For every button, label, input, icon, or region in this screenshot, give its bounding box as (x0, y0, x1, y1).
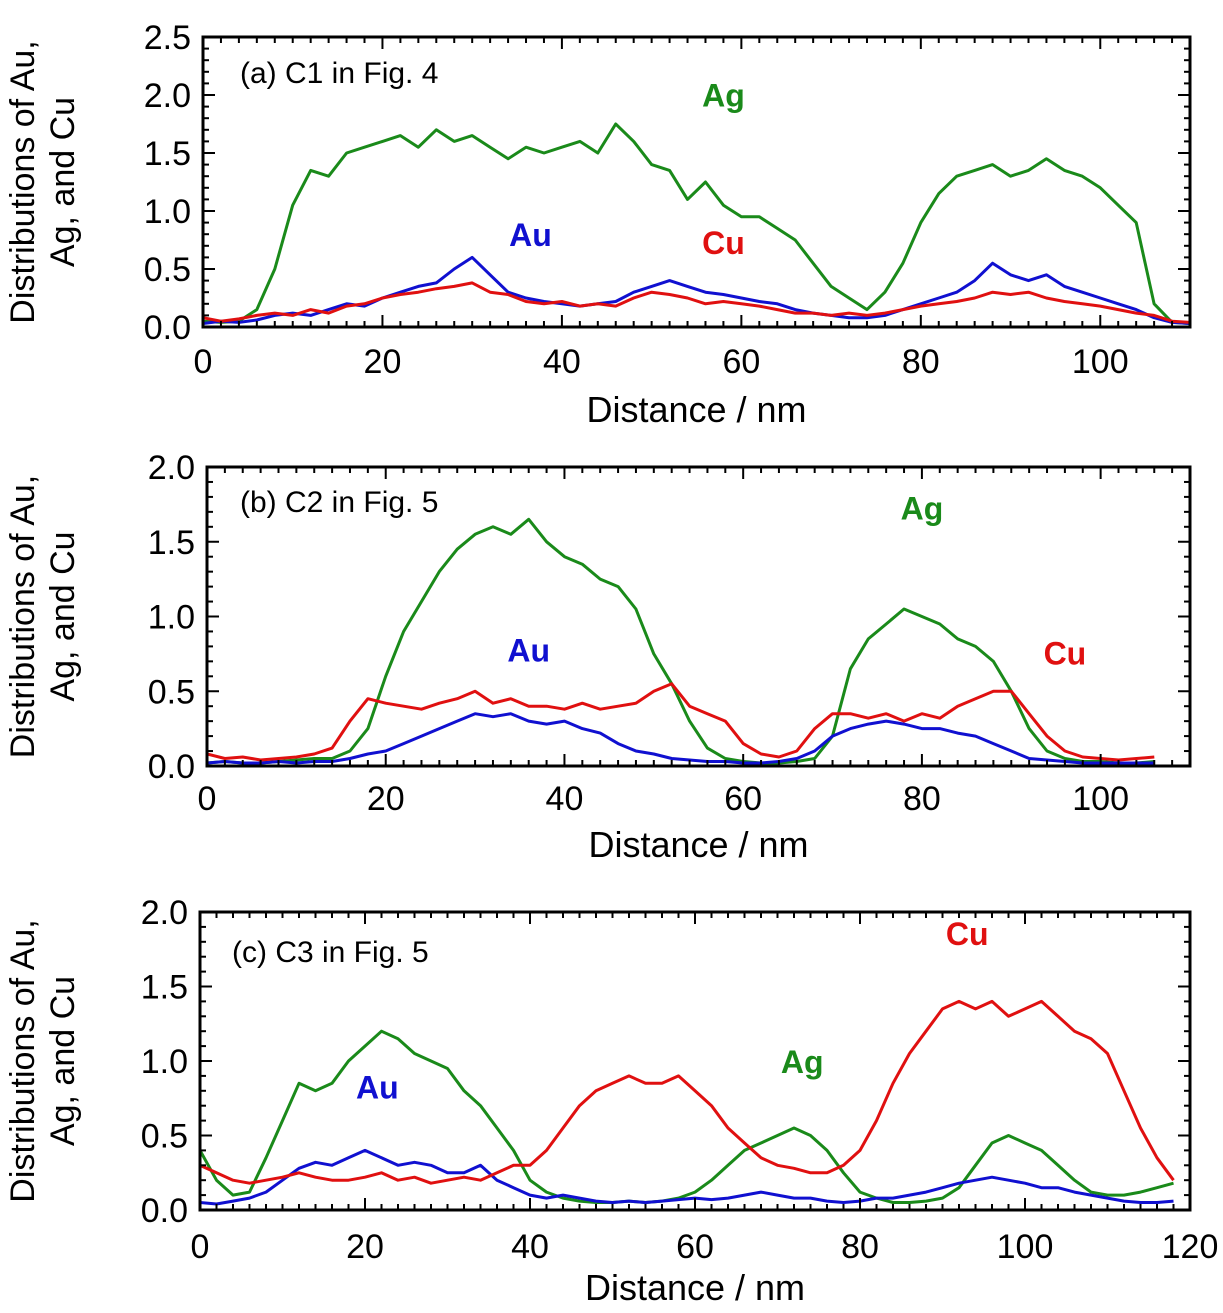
x-tick-label: 80 (903, 780, 941, 818)
series-label-au: Au (507, 632, 550, 668)
x-tick-label: 0 (194, 343, 213, 381)
y-tick-label: 2.0 (144, 77, 191, 115)
y-tick-label: 2.0 (141, 894, 188, 932)
x-tick-label: 20 (346, 1228, 384, 1266)
x-tick-label: 80 (902, 343, 940, 381)
series-label-ag: Ag (702, 78, 745, 114)
x-tick-label: 0 (191, 1228, 210, 1266)
series-line-au (200, 1148, 1174, 1206)
y-tick-label: 1.5 (148, 524, 195, 562)
x-tick-label: 40 (511, 1228, 549, 1266)
x-tick-label: 40 (543, 343, 581, 381)
x-tick-label: 100 (1072, 780, 1129, 818)
chart-panel-1: 0 20 40 60 80 100 0.0 0.5 1.0 1.5 2.0 2.5 Distance /… (4, 19, 1192, 430)
series-line-ag (200, 1029, 1174, 1204)
x-axis-label: Distance / nm (586, 389, 806, 430)
series-line-cu (207, 682, 1155, 762)
panel-label: (c) C3 in Fig. 5 (232, 936, 429, 969)
y-tick-label: 0.5 (141, 1118, 188, 1156)
chart-panel-2: 0 20 40 60 80 100 0.0 0.5 1.0 1.5 2.0 Distance / nm… (4, 449, 1192, 865)
series-line-ag (203, 122, 1190, 325)
x-tick-label: 60 (724, 780, 762, 818)
series-label-cu: Cu (1044, 635, 1087, 671)
series-label-cu: Cu (946, 916, 989, 952)
series-label-ag: Ag (781, 1044, 824, 1080)
x-axis-label: Distance / nm (585, 1267, 805, 1308)
series-line-au (203, 255, 1190, 325)
y-tick-label: 1.0 (141, 1043, 188, 1081)
x-tick-label: 40 (546, 780, 584, 818)
chart-panel-3: 0 20 40 60 80 100 120 0.0 0.5 1.0 1.5 2.0 Distance /… (4, 894, 1218, 1308)
y-tick-label: 1.5 (141, 969, 188, 1007)
series-label-au: Au (509, 217, 552, 253)
x-tick-label: 20 (364, 343, 402, 381)
y-tick-label: 1.0 (148, 599, 195, 637)
series-label-cu: Cu (702, 225, 745, 261)
series-label-au: Au (356, 1069, 399, 1105)
series-line-cu (203, 281, 1190, 324)
y-tick-label: 1.0 (144, 193, 191, 231)
y-axis-label: Distributions of Au,Ag, and Cu (4, 475, 82, 758)
y-tick-label: 0.0 (141, 1192, 188, 1230)
plot-frame (201, 35, 1192, 329)
y-axis-label: Distributions of Au,Ag, and Cu (4, 919, 82, 1202)
series-line-ag (207, 517, 1155, 765)
x-tick-label: 0 (198, 780, 217, 818)
y-axis-label: Distributions of Au,Ag, and Cu (4, 40, 82, 323)
x-tick-label: 20 (367, 780, 405, 818)
x-tick-label: 100 (997, 1228, 1054, 1266)
panel-label: (a) C1 in Fig. 4 (240, 57, 438, 90)
y-tick-label: 0.5 (144, 251, 191, 289)
y-tick-label: 0.0 (148, 748, 195, 786)
y-tick-label: 2.5 (144, 19, 191, 57)
y-tick-label: 1.5 (144, 135, 191, 173)
y-tick-label: 2.0 (148, 449, 195, 487)
x-tick-label: 60 (722, 343, 760, 381)
x-tick-label: 80 (841, 1228, 879, 1266)
x-tick-label: 60 (676, 1228, 714, 1266)
x-tick-label: 100 (1072, 343, 1129, 381)
x-tick-label: 120 (1162, 1228, 1219, 1266)
series-label-ag: Ag (901, 490, 944, 526)
panel-label: (b) C2 in Fig. 5 (240, 486, 438, 519)
series-line-au (207, 712, 1155, 765)
y-tick-label: 0.5 (148, 673, 195, 711)
y-tick-label: 0.0 (144, 309, 191, 347)
series-line-cu (200, 999, 1175, 1185)
x-axis-label: Distance / nm (588, 824, 808, 865)
